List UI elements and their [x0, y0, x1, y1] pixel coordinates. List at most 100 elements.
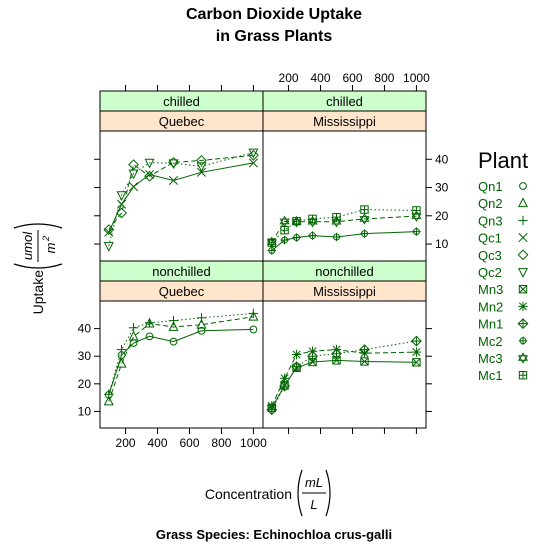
series-Qc3 — [103, 149, 259, 236]
series-line-Qn1 — [108, 328, 254, 396]
panel-nonchilled-quebec: nonchilled Quebec — [99, 260, 264, 429]
legend-label: Mn1 — [478, 317, 503, 332]
point-Mn1-0 — [266, 404, 278, 416]
point-Qc2-0 — [103, 242, 114, 252]
legend-label: Mn2 — [478, 299, 503, 314]
strip-treatment-label: nonchilled — [315, 264, 374, 279]
point-Qn1-4 — [169, 337, 178, 346]
point-Qc1-3 — [144, 169, 155, 180]
legend-label: Mc3 — [478, 351, 503, 366]
point-Mc1-3 — [308, 214, 317, 224]
series-Qc1 — [104, 158, 258, 237]
legend-label: Qc2 — [478, 265, 502, 280]
y-label-right-paren — [13, 223, 63, 229]
legend-label: Qn3 — [478, 213, 503, 228]
legend-item-Qc1: Qc1 — [478, 231, 528, 246]
x-tick-label: 1000 — [240, 436, 267, 450]
legend-symbol-Mn1 — [517, 318, 529, 330]
series-Mc3 — [266, 210, 422, 249]
point-Qc1-4 — [168, 175, 179, 186]
point-Mc1-0 — [267, 238, 276, 247]
point-Qc1-2 — [129, 182, 139, 192]
point-Qc3-3 — [144, 170, 155, 182]
point-Qc2-1 — [116, 191, 127, 202]
legend-symbol-Qn1 — [519, 182, 527, 190]
point-Mc1-5 — [360, 205, 369, 214]
series-line-Qn2 — [108, 316, 254, 402]
x-label-denominator: L — [310, 497, 317, 512]
point-Mn1-4 — [331, 348, 342, 360]
legend-item-Mn3: Mn3 — [478, 282, 528, 297]
legend-symbol-Mn3 — [518, 285, 528, 294]
legend-label: Mc1 — [478, 368, 503, 383]
point-Qc2-5 — [196, 162, 207, 173]
x-tick-label: 200 — [279, 71, 299, 85]
point-Mn3-6 — [412, 358, 421, 367]
y-label-denominator: m — [43, 242, 58, 253]
x-label-left-paren — [297, 469, 303, 517]
point-Qn3-3 — [144, 318, 155, 328]
point-Qn2-1 — [116, 357, 127, 368]
x-tick-label: 200 — [116, 436, 136, 450]
y-tick-label: 30 — [78, 349, 92, 363]
x-axis-label-text: Concentration — [205, 486, 292, 502]
point-Mn1-6 — [411, 335, 422, 347]
strip-type-label: Quebec — [159, 284, 205, 299]
strip-type-label: Quebec — [159, 114, 205, 129]
strip-type-label: Mississippi — [313, 114, 376, 129]
point-Qc2-6 — [248, 148, 259, 159]
series-Qn2 — [103, 310, 259, 406]
legend-symbol-Qc1 — [518, 233, 528, 243]
point-Mn2-2 — [291, 349, 302, 360]
series-line-Qc2 — [108, 152, 254, 247]
axes-group: 200 400 600 800 1000 200 400 600 800 1000 10 20 30 40… — [78, 71, 449, 450]
strip-treatment-label: nonchilled — [152, 264, 211, 279]
point-Qc1-0 — [104, 227, 114, 237]
point-Qc3-5 — [196, 154, 207, 166]
x-tick-label: 600 — [179, 436, 199, 450]
legend-item-Mc2: Mc2 — [478, 334, 528, 349]
chart-title-line1: Carbon Dioxide Uptake — [186, 6, 362, 23]
x-label-numerator: mL — [305, 475, 323, 490]
legend-item-Qn1: Qn1 — [478, 179, 527, 194]
series-line-Mn3 — [271, 359, 417, 409]
y-label-left-paren — [13, 263, 63, 269]
legend-item-Mc1: Mc1 — [478, 368, 528, 383]
point-Qc2-2 — [128, 169, 139, 180]
point-Mc3-5 — [359, 213, 370, 225]
x-label-right-paren — [325, 469, 331, 517]
panel-chilled-quebec: chilled Quebec — [99, 90, 264, 262]
legend-item-Qn2: Qn2 — [478, 196, 529, 211]
point-Qc3-2 — [128, 159, 139, 171]
point-Qn2-2 — [128, 330, 139, 341]
x-tick-label: 400 — [311, 71, 331, 85]
x-tick-label: 600 — [342, 71, 362, 85]
point-Mc1-4 — [332, 212, 341, 222]
point-Mc2-1 — [280, 235, 289, 245]
series-Mc1 — [267, 205, 421, 247]
point-Qn3-5 — [196, 313, 207, 323]
y-tick-label: 30 — [435, 181, 449, 195]
legend-item-Mn2: Mn2 — [478, 299, 528, 314]
point-Qc1-6 — [248, 158, 258, 168]
y-tick-label: 40 — [78, 322, 92, 336]
x-tick-label: 800 — [374, 71, 394, 85]
legend-symbol-Qn2 — [517, 197, 529, 208]
point-Mn1-1 — [279, 380, 290, 392]
y-axis-label: Uptake umol m 2 — [13, 223, 63, 314]
y-tick-label: 10 — [435, 237, 449, 251]
x-tick-label: 800 — [211, 436, 231, 450]
legend-symbol-Mc1 — [518, 371, 528, 380]
point-Mc3-1 — [279, 215, 290, 228]
point-Qc3-0 — [103, 224, 115, 236]
y-tick-label: 20 — [435, 209, 449, 223]
point-Qc2-3 — [144, 158, 155, 169]
point-Mn1-2 — [291, 361, 302, 373]
x-axis-label: Concentration mL L — [205, 469, 331, 517]
legend-label: Mn3 — [478, 282, 503, 297]
legend-item-Mc3: Mc3 — [478, 351, 529, 366]
strip-treatment-label: chilled — [163, 94, 200, 109]
point-Mn1-5 — [359, 344, 370, 355]
